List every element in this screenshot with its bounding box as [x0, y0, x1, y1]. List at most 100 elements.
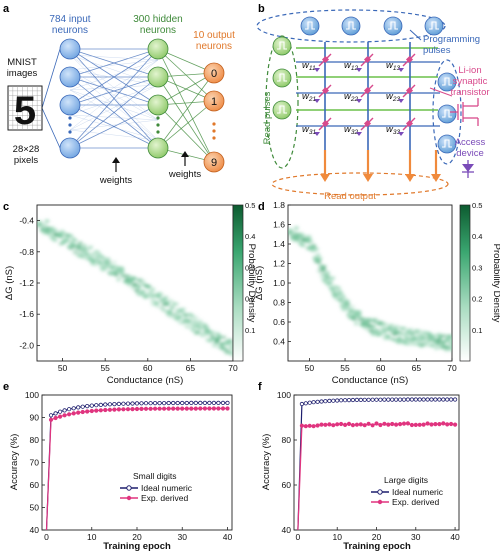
density-blob: [221, 335, 227, 340]
series-point: [184, 400, 189, 406]
series-point: [311, 424, 316, 429]
connection-hidden-output: [157, 104, 215, 163]
series-point: [327, 422, 332, 427]
side-pulse: [437, 72, 457, 92]
density-blob: [197, 318, 203, 323]
series-point: [94, 403, 99, 408]
colorbar-tick-label: 0.2: [245, 295, 255, 304]
density-blob: [101, 256, 107, 261]
read-pulse: [272, 100, 292, 120]
colorbar-tick-label: 0.4: [245, 232, 255, 241]
density-blob: [145, 285, 152, 290]
series-point: [89, 408, 94, 414]
density-blob: [45, 231, 51, 235]
series-point: [103, 402, 108, 407]
x-tick-label: 50: [58, 363, 68, 373]
chart-d-heatmap: [288, 225, 452, 353]
weight-subscript: 11: [309, 65, 316, 72]
series-point: [139, 401, 144, 406]
weights-arrowhead-2: [181, 151, 189, 157]
density-blob: [111, 260, 117, 265]
network-nodes: 0 1 9: [59, 38, 225, 173]
series-point: [112, 407, 117, 412]
chart-d-xlabel: Conductance (nS): [332, 375, 409, 386]
output-neuron: [203, 62, 225, 84]
synaptic-device-body: [321, 86, 330, 95]
access-diode: [314, 132, 320, 136]
series-point: [362, 397, 367, 402]
series-point: [425, 397, 430, 402]
series-point: [354, 397, 359, 402]
series-point: [166, 406, 171, 411]
hidden-neuron: [147, 137, 169, 159]
density-blob: [167, 310, 173, 315]
access-diode: [356, 68, 362, 72]
density-blob: [116, 276, 122, 281]
series-point: [193, 400, 198, 405]
y-tick-label: 1.2: [273, 259, 285, 269]
series-point: [405, 421, 410, 426]
chart-f-legend-ideal: Ideal numeric: [392, 487, 444, 497]
series-point: [125, 407, 131, 412]
chart-f-legend-exp: Exp. derived: [392, 497, 440, 507]
weight-subscript: 32: [351, 129, 359, 136]
series-point: [148, 401, 153, 406]
y-tick-label: -1.2: [19, 278, 34, 288]
density-blob: [315, 253, 321, 257]
density-blob: [189, 313, 195, 318]
input-link: [41, 48, 61, 109]
series-point: [202, 400, 207, 405]
chart-f-legend: Ideal numeric Exp. derived: [371, 487, 444, 507]
synaptic-device-body: [405, 55, 414, 64]
connection-input-hidden-faint: [69, 114, 159, 141]
density-blob: [163, 295, 169, 300]
hidden-layer-label-2: neurons: [140, 25, 176, 36]
series-point: [315, 423, 320, 428]
access-diode: [398, 68, 404, 72]
x-tick-label: 30: [178, 532, 188, 542]
series-point: [441, 397, 446, 402]
panel-label-d: d: [258, 201, 265, 213]
series-point: [112, 401, 117, 407]
series-point: [189, 400, 194, 405]
input-layer-label-1: 784 input: [49, 14, 90, 25]
density-blob: [448, 346, 452, 350]
series-point: [98, 402, 103, 407]
density-blob: [398, 330, 404, 335]
density-blob: [158, 292, 164, 297]
read-output-arrowhead: [320, 174, 330, 182]
series-point: [445, 422, 450, 427]
density-blob: [131, 276, 137, 280]
side-pulse: [437, 104, 457, 124]
series-point: [121, 407, 126, 412]
series-point: [107, 407, 113, 412]
ellipsis-dot: [212, 136, 216, 140]
x-tick-label: 55: [340, 363, 350, 373]
density-blob: [321, 264, 327, 269]
density-blob: [152, 298, 158, 303]
synaptic-device-body: [363, 55, 372, 64]
chart-e-legend-ideal: Ideal numeric: [141, 483, 193, 493]
chart-e-legend-marker-exp: [126, 495, 132, 501]
access-device-label-1: Access: [455, 137, 486, 148]
x-tick-label: 40: [223, 532, 233, 542]
density-blob: [370, 324, 377, 329]
series-point: [89, 403, 94, 408]
density-blob: [324, 272, 331, 276]
ellipsis-dot: [156, 116, 160, 120]
density-blob: [92, 262, 98, 267]
series-point: [166, 400, 171, 406]
mnist-label-1: MNIST: [7, 57, 37, 68]
chart-c: 50 55 60 65 70 -0.4 -0.8 -1.2 -1.6 -2.0 0.1 0.2 0.3…: [4, 201, 257, 386]
connection-input-hidden-faint: [69, 54, 159, 61]
density-blob: [67, 233, 73, 238]
series-point: [207, 406, 212, 411]
chart-f-axes: 0 10 20 30 40 40 60 80 100: [277, 390, 460, 542]
series-point: [331, 423, 336, 428]
series-point: [382, 421, 387, 426]
y-tick-label: -2.0: [19, 340, 34, 350]
chart-c-colorbar: [232, 204, 244, 362]
x-tick-label: 70: [447, 363, 457, 373]
series-point: [103, 407, 108, 413]
series-point: [405, 397, 410, 402]
